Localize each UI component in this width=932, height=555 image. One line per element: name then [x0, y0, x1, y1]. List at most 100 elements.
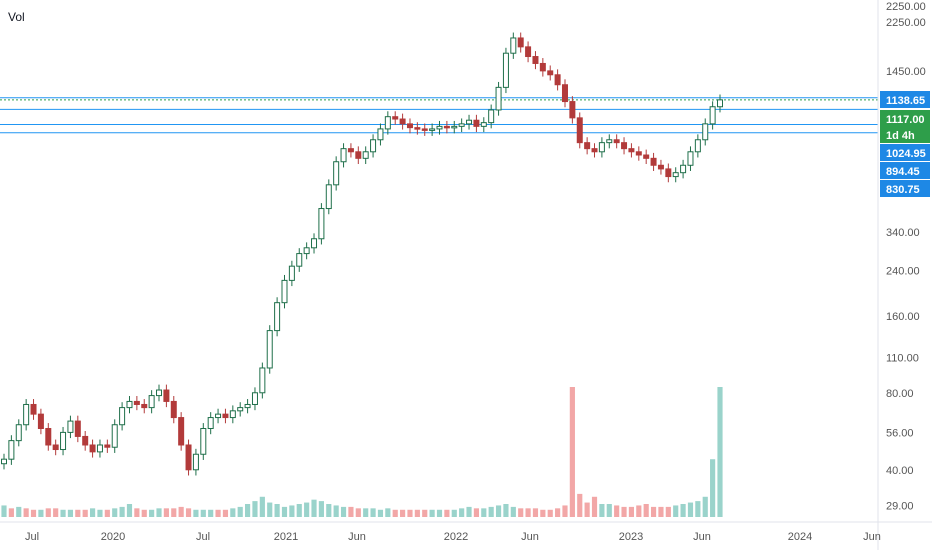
- candle-body: [680, 164, 687, 174]
- candle-body: [709, 106, 716, 125]
- candle-body: [274, 302, 281, 332]
- volume-bar: [208, 509, 214, 517]
- volume-bar: [717, 387, 723, 517]
- candle-body: [133, 400, 140, 405]
- volume-bar: [451, 509, 457, 517]
- volume-bar: [584, 502, 590, 517]
- candle-body: [643, 154, 650, 159]
- price-labels: 1138.65 1117.00 1d 4h 1024.95 894.45 830.75: [880, 91, 930, 197]
- candle-body: [67, 420, 74, 433]
- x-tick-label: Jun: [348, 531, 366, 543]
- candle-body: [207, 417, 214, 430]
- volume-bar: [75, 509, 81, 517]
- volume-bar: [53, 508, 59, 517]
- candle-body: [443, 125, 450, 129]
- candle-body: [52, 444, 59, 451]
- candle-body: [421, 128, 428, 131]
- candle-body: [23, 403, 30, 426]
- candle-body: [355, 151, 362, 159]
- candle-body: [347, 148, 354, 153]
- price-label-box: [880, 110, 930, 127]
- volume-bar: [1, 505, 7, 517]
- candle-body: [451, 125, 458, 129]
- volume-bar: [163, 508, 169, 517]
- horizontal-levels[interactable]: [0, 97, 878, 134]
- volume-legend-label: Vol: [8, 10, 25, 24]
- volume-bar: [311, 499, 317, 517]
- candle-body: [192, 453, 199, 471]
- candle-body: [436, 125, 443, 130]
- y-tick-label: 2250.00: [886, 17, 926, 29]
- candle-body: [222, 413, 229, 419]
- volume-bar: [171, 508, 177, 517]
- x-tick-label: 2023: [619, 531, 643, 543]
- candle-body: [561, 84, 568, 103]
- candle-body: [657, 164, 664, 170]
- candle-body: [384, 116, 391, 130]
- volume-bar: [38, 509, 44, 517]
- candle-body: [303, 247, 310, 255]
- volume-bar: [304, 502, 310, 517]
- candle-body: [340, 148, 347, 163]
- volume-bar: [429, 509, 435, 517]
- candle-body: [717, 99, 723, 108]
- price-label: 1d 4h: [886, 130, 915, 142]
- candle-body: [37, 413, 44, 430]
- candle-body: [200, 428, 207, 455]
- candle-body: [119, 407, 126, 426]
- candle-body: [392, 116, 399, 120]
- x-tick-label: 2022: [444, 531, 468, 543]
- candle-body: [606, 139, 613, 144]
- volume-bar: [326, 504, 332, 517]
- volume-bar: [178, 506, 184, 517]
- volume-bar: [355, 508, 361, 517]
- volume-bar: [252, 501, 258, 517]
- volume-bar: [488, 506, 494, 517]
- candle-body: [466, 119, 473, 125]
- volume-bar: [400, 509, 406, 517]
- volume-bar: [680, 504, 686, 517]
- x-tick-label: Jul: [25, 531, 39, 543]
- volume-bar: [237, 506, 243, 517]
- volume-bar: [459, 508, 465, 517]
- candle-body: [598, 142, 605, 153]
- candle-body: [399, 118, 406, 125]
- candle-body: [259, 367, 266, 394]
- volume-bar: [193, 509, 199, 517]
- x-tick-label: 2024: [788, 531, 812, 543]
- volume-bar: [89, 508, 96, 517]
- volume-bar: [156, 508, 162, 517]
- candle-body: [495, 86, 502, 111]
- y-tick-label: 1450.00: [886, 66, 926, 78]
- price-label-box: [880, 91, 930, 108]
- volume-bar: [466, 506, 472, 517]
- volume-bar: [23, 508, 29, 517]
- volume-bar: [82, 509, 88, 517]
- candle-body: [333, 161, 340, 186]
- candle-body: [362, 151, 369, 159]
- volume-bar: [422, 509, 428, 517]
- candle-body: [591, 148, 598, 153]
- y-tick-label-partial: 2250.00: [886, 1, 926, 13]
- candle-body: [502, 52, 509, 88]
- x-tick-label: Jun: [693, 531, 711, 543]
- candle-body: [370, 139, 377, 153]
- volume-bar: [628, 506, 635, 517]
- candle-body: [672, 172, 679, 178]
- candle-body: [82, 435, 89, 446]
- price-label: 1138.65: [886, 95, 925, 107]
- price-label: 894.45: [886, 166, 920, 178]
- x-tick-label: Jul: [196, 531, 210, 543]
- candle-body: [687, 151, 694, 166]
- candle-body: [8, 440, 15, 460]
- candle-body: [628, 148, 635, 153]
- candle-body: [702, 123, 709, 141]
- volume-bar: [8, 508, 14, 517]
- candle-body: [510, 37, 517, 54]
- candle-body: [621, 142, 628, 150]
- volume-bar: [532, 508, 539, 517]
- candle-body: [89, 444, 96, 453]
- candle-body: [30, 403, 37, 415]
- candle-body: [244, 403, 251, 409]
